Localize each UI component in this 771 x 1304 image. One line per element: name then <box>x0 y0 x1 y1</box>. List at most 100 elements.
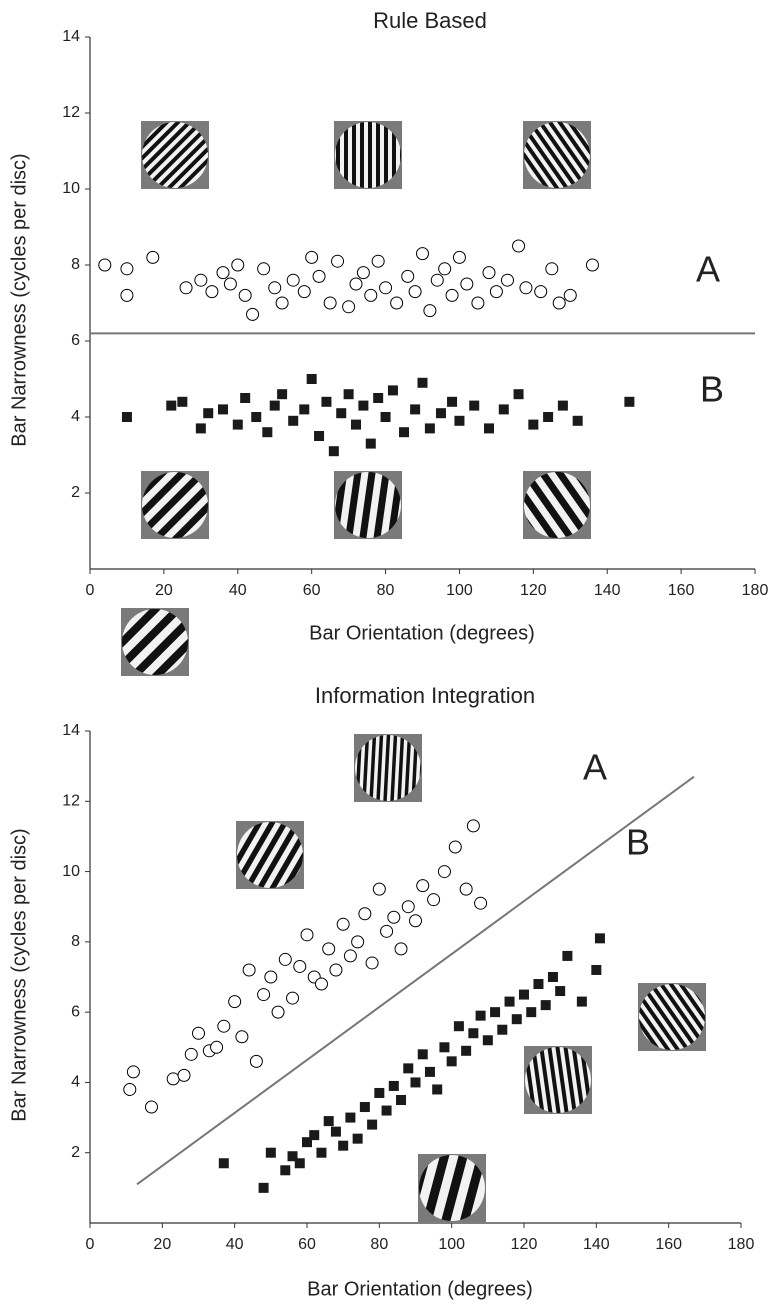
icon-grating <box>525 1047 591 1113</box>
point-square <box>321 396 332 407</box>
y-axis-label: Bar Narrowness (cycles per disc) <box>8 153 30 446</box>
point-circle <box>305 250 319 264</box>
point-circle <box>312 269 326 283</box>
y-tick-label: 12 <box>62 793 80 810</box>
gabor-icon <box>141 471 209 539</box>
point-circle <box>322 942 336 956</box>
point-circle <box>430 273 444 287</box>
point-square <box>359 1102 370 1113</box>
point-circle <box>216 266 230 280</box>
point-square <box>513 389 524 400</box>
point-circle <box>519 281 533 295</box>
point-square <box>373 393 384 403</box>
point-square <box>388 1080 399 1091</box>
point-circle <box>372 882 386 896</box>
y-tick-label: 6 <box>71 1003 80 1020</box>
point-circle <box>177 1068 191 1082</box>
y-tick-label: 10 <box>62 863 80 880</box>
gabor-icon <box>418 1154 486 1222</box>
point-square <box>240 393 251 403</box>
gabor-icon <box>236 821 304 889</box>
point-circle <box>448 840 462 854</box>
point-circle <box>126 1065 140 1079</box>
x-tick-label: 140 <box>594 582 621 599</box>
y-tick-label: 14 <box>62 28 80 45</box>
point-square <box>251 412 262 422</box>
point-circle <box>278 952 292 966</box>
x-tick-label: 80 <box>377 582 395 599</box>
point-square <box>403 1063 414 1074</box>
point-square <box>399 427 410 438</box>
point-circle <box>194 273 208 287</box>
point-square <box>461 1045 472 1056</box>
icon-grating <box>122 609 188 675</box>
point-circle <box>342 300 356 314</box>
category-label: B <box>700 369 724 410</box>
x-tick-label: 60 <box>298 1236 316 1253</box>
point-circle <box>192 1026 205 1040</box>
point-square <box>490 1007 501 1018</box>
icon-grating <box>639 984 705 1050</box>
point-circle <box>416 247 429 261</box>
point-circle <box>271 1005 285 1019</box>
point-square <box>232 419 243 430</box>
y-axis-label: Bar Narrowness (cycles per disc) <box>8 828 30 1121</box>
point-square <box>287 1151 298 1162</box>
gabor-icon <box>524 1046 592 1114</box>
point-square <box>498 404 509 415</box>
point-circle <box>146 250 160 264</box>
point-circle <box>257 988 271 1002</box>
point-square <box>484 423 494 434</box>
point-square <box>336 408 347 419</box>
point-square <box>576 996 587 1007</box>
point-circle <box>242 963 256 977</box>
point-circle <box>394 942 408 956</box>
point-square <box>343 389 354 400</box>
point-square <box>511 1014 522 1025</box>
y-tick-label: 8 <box>71 933 80 950</box>
point-circle <box>331 254 345 268</box>
point-square <box>316 1147 327 1158</box>
point-square <box>469 400 480 411</box>
category-label: B <box>626 822 650 863</box>
point-circle <box>365 956 379 970</box>
point-square <box>358 400 369 411</box>
point-circle <box>474 896 488 910</box>
point-circle <box>314 977 328 991</box>
point-square <box>306 374 317 384</box>
point-circle <box>268 281 282 295</box>
point-square <box>351 419 361 430</box>
point-circle <box>489 285 503 299</box>
point-circle <box>323 296 337 310</box>
category-boundary <box>136 775 695 1186</box>
point-square <box>497 1024 508 1035</box>
point-square <box>526 1007 537 1018</box>
point-square <box>447 396 458 407</box>
point-square <box>468 1028 479 1039</box>
x-tick-label: 60 <box>303 582 321 599</box>
point-circle <box>358 907 372 921</box>
point-square <box>435 408 446 419</box>
point-square <box>432 1084 443 1095</box>
point-circle <box>445 288 459 302</box>
category-label: A <box>696 249 720 290</box>
point-square <box>177 396 188 407</box>
point-circle <box>264 970 278 984</box>
point-circle <box>427 893 441 907</box>
x-axis-label: Bar Orientation (degrees) <box>309 622 535 644</box>
point-square <box>328 446 339 457</box>
y-tick-label: 6 <box>71 332 80 349</box>
x-tick-label: 0 <box>86 582 95 599</box>
icon-grating <box>237 822 303 888</box>
point-circle <box>349 277 363 291</box>
point-circle <box>471 296 485 310</box>
point-square <box>528 419 539 430</box>
point-circle <box>423 304 437 318</box>
point-circle <box>223 277 237 291</box>
x-tick-label: 100 <box>438 1236 465 1253</box>
point-square <box>387 385 398 396</box>
point-square <box>365 438 376 449</box>
x-tick-label: 40 <box>226 1236 244 1253</box>
gabor-icon <box>638 983 706 1051</box>
point-circle <box>231 258 245 272</box>
